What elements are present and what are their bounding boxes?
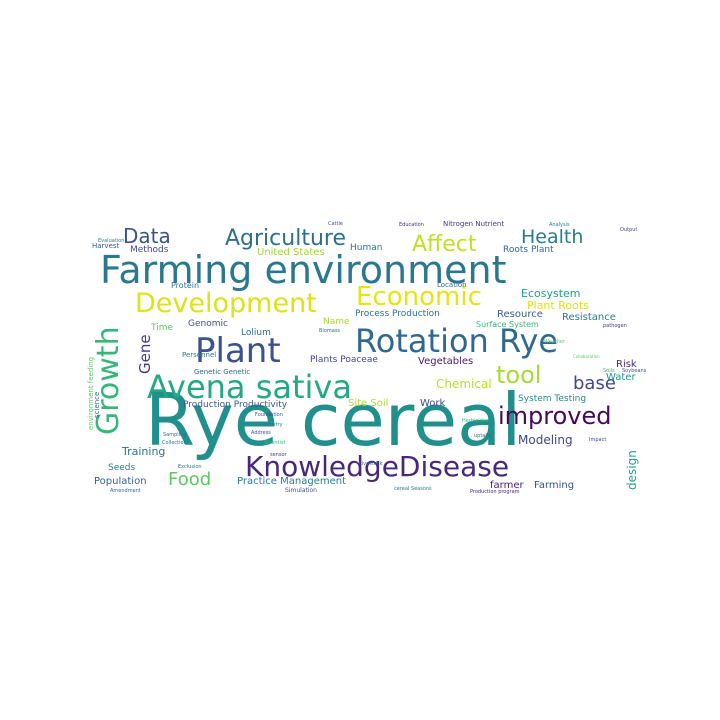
cloud-word: Modeling <box>518 433 573 447</box>
cloud-word: Soybeans <box>622 368 647 374</box>
cloud-word: Weather <box>544 339 566 345</box>
cloud-word: KnowledgeDisease <box>245 450 509 483</box>
cloud-word: Cattle <box>328 221 343 227</box>
cloud-word: Health <box>521 226 583 248</box>
cloud-word: Practice Management <box>237 476 346 487</box>
cloud-word: Sampling <box>163 432 186 438</box>
cloud-words: Rye cereal Farming environment Avena sativ… <box>87 220 647 495</box>
cloud-word: Food <box>168 469 211 490</box>
cloud-word: Process Production <box>355 309 440 319</box>
cloud-word: Agriculture <box>225 226 346 251</box>
cloud-word: Training <box>121 445 165 458</box>
cloud-word: Site Soil <box>348 398 388 409</box>
cloud-word: Resistance <box>562 312 616 323</box>
cloud-word: uptake <box>474 433 491 439</box>
cloud-word: Work <box>420 398 446 409</box>
cloud-word: Lolium <box>241 328 271 338</box>
cloud-word: Analysis <box>549 222 570 228</box>
cloud-word: Human <box>350 243 382 253</box>
cloud-word: Plant Roots <box>527 299 589 312</box>
cloud-word: Herbicides <box>462 418 489 424</box>
cloud-word: Personnel <box>182 351 216 359</box>
cloud-word: Resource <box>497 309 543 320</box>
cloud-word: Farming environment <box>100 248 506 292</box>
cloud-word: Protein <box>171 281 199 290</box>
cloud-word: sensor <box>270 452 288 458</box>
cloud-word: Name <box>323 317 350 327</box>
cloud-word: Industry <box>262 422 283 428</box>
cloud-word: Data <box>123 224 171 248</box>
cloud-word: Output <box>620 227 637 233</box>
cloud-word: Production Productivity <box>183 400 288 410</box>
cloud-word: Rotation Rye <box>355 322 558 360</box>
cloud-word: Risk <box>616 359 637 370</box>
cloud-word: science <box>93 392 101 418</box>
cloud-word: Education <box>399 222 424 228</box>
cloud-word: Livestock <box>359 461 383 467</box>
cloud-word: Vegetables <box>418 356 473 367</box>
cloud-word: design <box>625 450 639 490</box>
cloud-word: Surface System <box>476 320 539 329</box>
cloud-word: improved <box>498 402 612 430</box>
cloud-word: United States <box>257 247 325 258</box>
cloud-word: base <box>573 373 616 394</box>
cloud-word: Foundation <box>255 412 283 418</box>
cloud-word: System Testing <box>518 394 586 404</box>
cloud-word: Ecosystem <box>521 287 581 300</box>
cloud-word: environment feeding <box>87 357 95 430</box>
cloud-word: Location <box>437 281 467 289</box>
cloud-word: Genomic <box>188 319 228 329</box>
cloud-word: Methods <box>130 245 169 255</box>
cloud-word: Collaboration <box>573 354 600 359</box>
cloud-word: Plant <box>195 331 281 371</box>
cloud-word: Gene <box>136 334 154 374</box>
cloud-word: Rye cereal <box>145 378 521 462</box>
cloud-word: cereal Seasons <box>394 486 432 492</box>
cloud-word: pathogen <box>603 323 627 329</box>
cloud-word: Roots Plant <box>503 245 554 255</box>
cloud-word: Amendment <box>110 488 141 494</box>
cloud-word: Avena sativa <box>147 368 352 406</box>
cloud-word: Seeds <box>108 463 136 473</box>
cloud-word: Production program <box>470 489 520 495</box>
cloud-word: Farming <box>534 480 574 491</box>
cloud-word: Genetic Genetic <box>194 368 250 376</box>
cloud-word: Affect <box>412 232 477 257</box>
cloud-word: Time <box>150 323 173 333</box>
cloud-word: Address <box>251 430 271 436</box>
cloud-word: Economic <box>356 282 482 312</box>
cloud-word: farmer <box>490 480 524 491</box>
cloud-word: Development <box>135 288 317 319</box>
cloud-word: Evaluation <box>98 238 124 244</box>
cloud-word: Nitrogen Nutrient <box>443 220 504 228</box>
cloud-background <box>96 216 644 496</box>
cloud-word: Plants Poaceae <box>310 355 378 365</box>
cloud-word: Impact <box>589 437 606 443</box>
cloud-word: tool <box>496 361 541 389</box>
cloud-word: Simulation <box>285 487 317 494</box>
cloud-word: Scientist <box>264 440 286 446</box>
cloud-word: Exclusion <box>178 464 202 470</box>
cloud-word: Harvest <box>92 242 120 250</box>
cloud-word: Soils <box>603 368 615 374</box>
cloud-word: Water <box>606 372 636 383</box>
cloud-word: Biomass <box>319 328 340 334</box>
cloud-word: Growth <box>91 326 126 435</box>
cloud-word: Chemical <box>436 377 492 391</box>
cloud-word: Collection <box>162 440 187 446</box>
cloud-word: Population <box>94 476 147 487</box>
